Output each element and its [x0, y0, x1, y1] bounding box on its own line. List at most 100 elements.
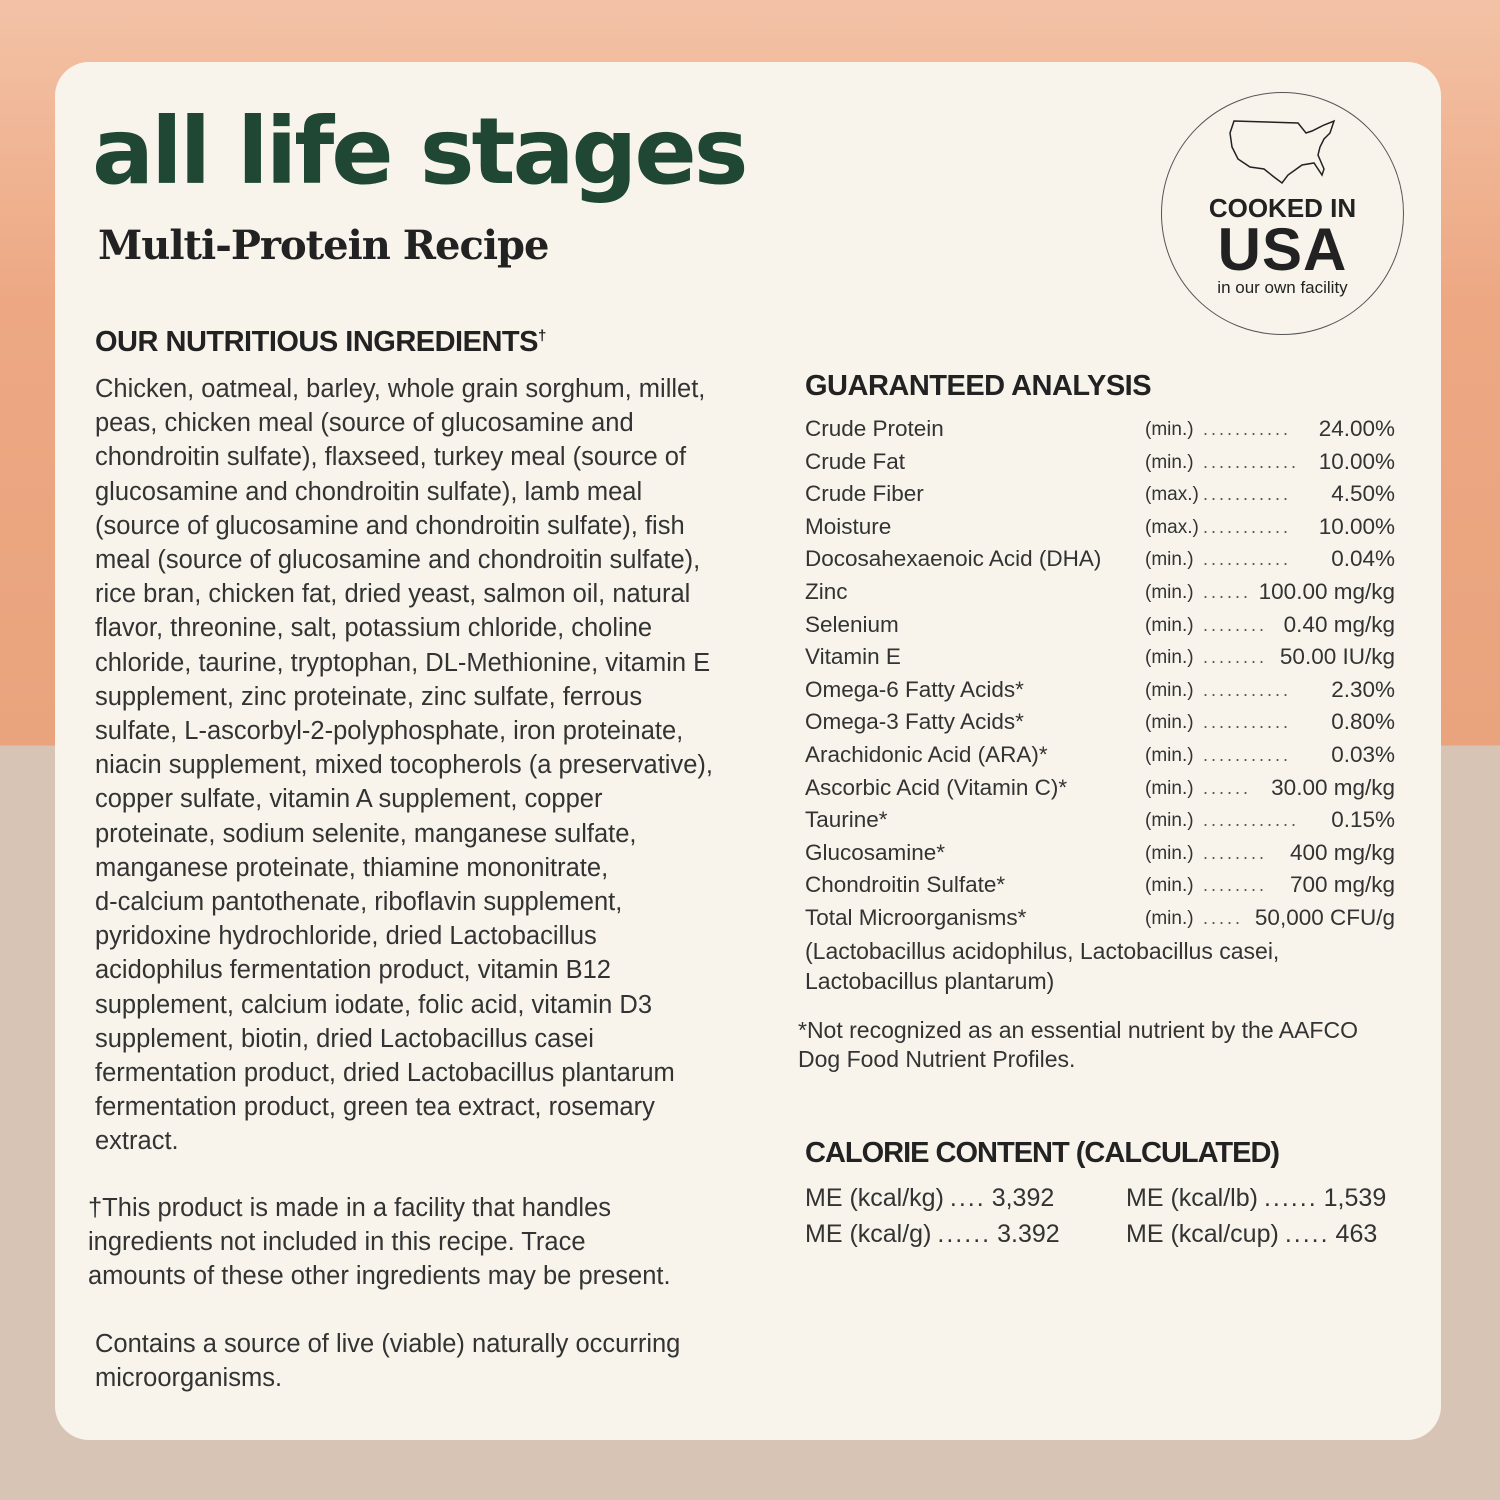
- text-line: Dog Food Nutrient Profiles.: [798, 1046, 1076, 1072]
- leader-dots: ...........: [1203, 419, 1292, 439]
- leader-dots: ......: [1203, 581, 1252, 602]
- nutrient-value: 0.03%: [1331, 741, 1395, 767]
- leader-dots: ......: [1203, 777, 1252, 798]
- text-line: extract.: [95, 1127, 179, 1156]
- calorie-label: ME (kcal/lb): [1126, 1184, 1258, 1212]
- calorie-item: ME (kcal/kg).... 3,392: [805, 1184, 1054, 1213]
- analysis-row: Crude Protein (min.)........... 24.00%: [805, 416, 1400, 449]
- leader-dots: ........: [1203, 614, 1268, 635]
- leader-dots: ........: [1203, 647, 1268, 668]
- nutrient-label: Omega-3 Fatty Acids*: [805, 709, 1024, 735]
- text-line: flavor, threonine, salt, potassium chlor…: [95, 614, 653, 643]
- qualifier: (min.): [1145, 581, 1194, 603]
- leader-dots: ......: [1263, 1184, 1318, 1212]
- text-line: amounts of these other ingredients may b…: [88, 1262, 671, 1291]
- leader-dots: ....: [949, 1184, 986, 1212]
- badge-line1: COOKED IN: [1208, 193, 1357, 223]
- nutrient-value: 4.50%: [1331, 481, 1395, 507]
- qualifier: (min.): [1145, 679, 1194, 701]
- cooked-in-usa-badge: COOKED IN USA in our own facility: [1161, 92, 1404, 335]
- analysis-row: Crude Fat (min.)............ 10.00%: [805, 449, 1400, 482]
- analysis-row: Docosahexaenoic Acid (DHA) (min.)........…: [805, 546, 1400, 579]
- analysis-row: Vitamin E (min.)........ 50.00 IU/kg: [805, 644, 1400, 677]
- text-line: Contains a source of live (viable) natur…: [95, 1330, 681, 1358]
- nutrient-value: 0.40 mg/kg: [1283, 611, 1395, 637]
- calorie-value: 1,539: [1323, 1184, 1387, 1212]
- nutrient-label: Crude Protein: [805, 416, 944, 441]
- leader-dots: ...........: [1203, 516, 1292, 537]
- text-line: d-calcium pantothenate, riboflavin suppl…: [95, 888, 623, 917]
- analysis-row: Glucosamine* (min.)........ 400 mg/kg: [805, 840, 1400, 873]
- nutrient-value: 0.15%: [1331, 807, 1395, 833]
- text-line: fermentation product, dried Lactobacillu…: [95, 1059, 675, 1088]
- text-line: †This product is made in a facility that…: [88, 1194, 612, 1222]
- text-line: copper sulfate, vitamin A supplement, co…: [95, 785, 603, 814]
- text-line: proteinate, sodium selenite, manganese s…: [95, 819, 637, 848]
- text-line: niacin supplement, mixed tocopherols (a …: [95, 751, 713, 780]
- nutrient-value: 50,000 CFU/g: [1254, 904, 1395, 930]
- leader-dots: .....: [1203, 907, 1244, 928]
- nutrient-value: 30.00 mg/kg: [1271, 774, 1395, 800]
- text-line: (source of glucosamine and chondroitin s…: [95, 511, 685, 540]
- nutrient-label: Crude Fat: [805, 448, 906, 474]
- text-line: meal (source of glucosamine and chondroi…: [95, 546, 701, 575]
- text-line: Chicken, oatmeal, barley, whole grain so…: [95, 375, 706, 403]
- leader-dots: ...........: [1203, 744, 1292, 765]
- badge-line2: USA: [1217, 216, 1348, 283]
- qualifier: (min.): [1145, 419, 1194, 440]
- analysis-row: Ascorbic Acid (Vitamin C)* (min.)...... 30…: [805, 775, 1400, 808]
- text-line: supplement, biotin, dried Lactobacillus …: [95, 1024, 594, 1053]
- nutrient-label: Total Microorganisms*: [805, 904, 1027, 930]
- nutrient-label: Zinc: [805, 578, 848, 604]
- calorie-label: ME (kcal/cup): [1126, 1220, 1279, 1248]
- nutrient-value: 100.00 mg/kg: [1258, 578, 1395, 604]
- usa-map-icon: [1229, 119, 1336, 185]
- text-line: glucosamine and chondroitin sulfate), la…: [95, 477, 643, 506]
- ingredients-heading: OUR NUTRITIOUS INGREDIENTS†: [95, 326, 546, 358]
- text-line: (Lactobacillus acidophilus, Lactobacillu…: [805, 938, 1280, 964]
- analysis-row: Selenium (min.)........ 0.40 mg/kg: [805, 612, 1400, 645]
- analysis-row: Total Microorganisms* (min.)..... 50,000 C…: [805, 905, 1400, 938]
- text-line: *Not recognized as an essential nutrient…: [798, 1017, 1358, 1043]
- leader-dots: ...........: [1203, 679, 1292, 700]
- text-line: chloride, taurine, tryptophan, DL-Methio…: [95, 648, 711, 677]
- probiotic-strains: (Lactobacillus acidophilus, Lactobacillu…: [805, 936, 1279, 996]
- nutrient-value: 2.30%: [1331, 676, 1395, 702]
- leader-dots: ...........: [1203, 484, 1292, 505]
- leader-dots: ........: [1203, 875, 1268, 896]
- leader-dots: ............: [1203, 810, 1300, 831]
- nutrient-label: Moisture: [805, 513, 892, 539]
- analysis-heading: GUARANTEED ANALYSIS: [805, 370, 1152, 402]
- qualifier: (min.): [1145, 712, 1194, 734]
- calorie-value: 3.392: [997, 1220, 1060, 1248]
- text-line: sulfate, L-ascorbyl-2-polyphosphate, iro…: [95, 717, 684, 746]
- qualifier: (min.): [1145, 744, 1194, 766]
- nutrient-value: 50.00 IU/kg: [1279, 644, 1395, 670]
- calorie-item: ME (kcal/g)...... 3.392: [805, 1220, 1060, 1249]
- ingredients-list: Chicken, oatmeal, barley, whole grain so…: [95, 372, 713, 1159]
- nutrient-value: 700 mg/kg: [1289, 872, 1395, 898]
- qualifier: (min.): [1145, 875, 1194, 897]
- aafco-footnote: *Not recognized as an essential nutrient…: [798, 1016, 1358, 1074]
- leader-dots: ........: [1203, 842, 1268, 863]
- nutrient-value: 400 mg/kg: [1289, 839, 1395, 865]
- nutrient-label: Selenium: [805, 611, 899, 637]
- text-line: ingredients not included in this recipe.…: [88, 1228, 586, 1257]
- text-line: supplement, calcium iodate, folic acid, …: [95, 990, 653, 1019]
- qualifier: (min.): [1145, 777, 1194, 799]
- analysis-row: Crude Fiber (max.)........... 4.50%: [805, 481, 1400, 514]
- nutrient-value: 0.80%: [1331, 709, 1395, 735]
- text-line: fermentation product, green tea extract,…: [95, 1093, 655, 1122]
- analysis-row: Moisture (max.)........... 10.00%: [805, 514, 1400, 547]
- text-line: Lactobacillus plantarum): [805, 968, 1055, 994]
- text-line: pyridoxine hydrochloride, dried Lactobac…: [95, 922, 597, 951]
- live-microorganisms-note: Contains a source of live (viable) natur…: [95, 1327, 680, 1395]
- nutrient-label: Chondroitin Sulfate*: [805, 872, 1006, 898]
- badge-line3: in our own facility: [1217, 278, 1348, 297]
- nutrient-label: Ascorbic Acid (Vitamin C)*: [805, 774, 1068, 800]
- qualifier: (min.): [1145, 907, 1194, 929]
- leader-dots: .....: [1284, 1220, 1330, 1248]
- analysis-row: Zinc (min.)...... 100.00 mg/kg: [805, 579, 1400, 612]
- guaranteed-analysis-table: Crude Protein (min.)........... 24.00% Crud…: [805, 416, 1400, 938]
- recipe-subtitle: Multi-Protein Recipe: [98, 222, 549, 269]
